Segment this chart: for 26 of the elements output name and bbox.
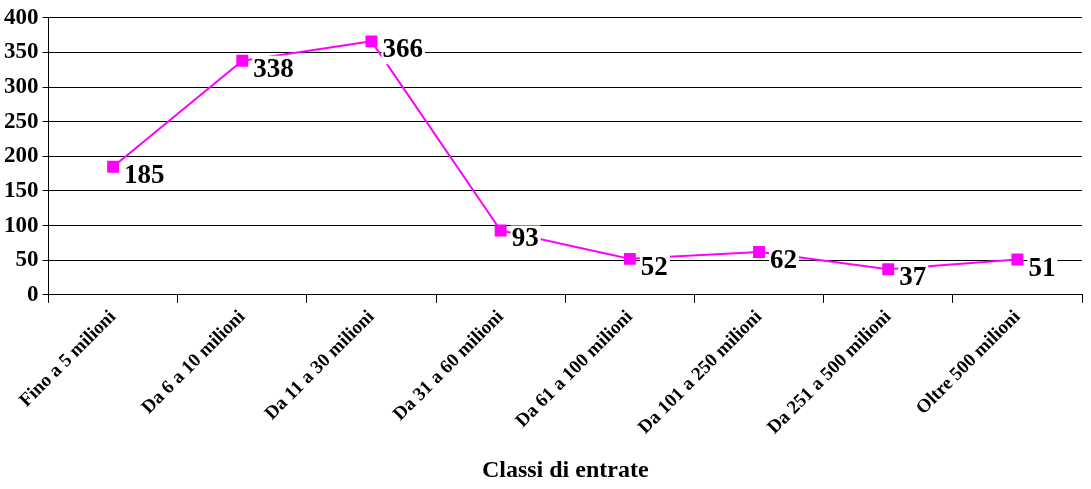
- data-label: 62: [770, 243, 798, 274]
- data-label: 185: [124, 158, 165, 189]
- data-label: 52: [640, 250, 668, 281]
- data-label: 93: [511, 222, 539, 253]
- data-label: 338: [253, 52, 294, 83]
- point: [107, 160, 120, 173]
- y-tick-label: 300: [4, 73, 39, 99]
- data-label: 37: [899, 261, 927, 292]
- y-tick-label: 400: [4, 3, 39, 29]
- point: [365, 35, 378, 48]
- point: [236, 54, 249, 67]
- point: [623, 252, 636, 265]
- x-axis-title: Classi di entrate: [481, 455, 649, 482]
- y-tick-label: 200: [4, 142, 39, 168]
- data-label: 366: [382, 33, 423, 64]
- y-tick-label: 150: [4, 176, 39, 202]
- point: [494, 224, 507, 237]
- point: [882, 263, 895, 276]
- point: [753, 245, 765, 258]
- y-tick-label: 350: [4, 38, 39, 64]
- y-tick-label: 50: [15, 246, 39, 272]
- y-tick-label: 250: [4, 107, 39, 133]
- y-tick-label: 0: [27, 280, 39, 306]
- point: [1011, 253, 1024, 266]
- y-tick-label: 100: [4, 211, 39, 237]
- data-label: 51: [1028, 251, 1056, 282]
